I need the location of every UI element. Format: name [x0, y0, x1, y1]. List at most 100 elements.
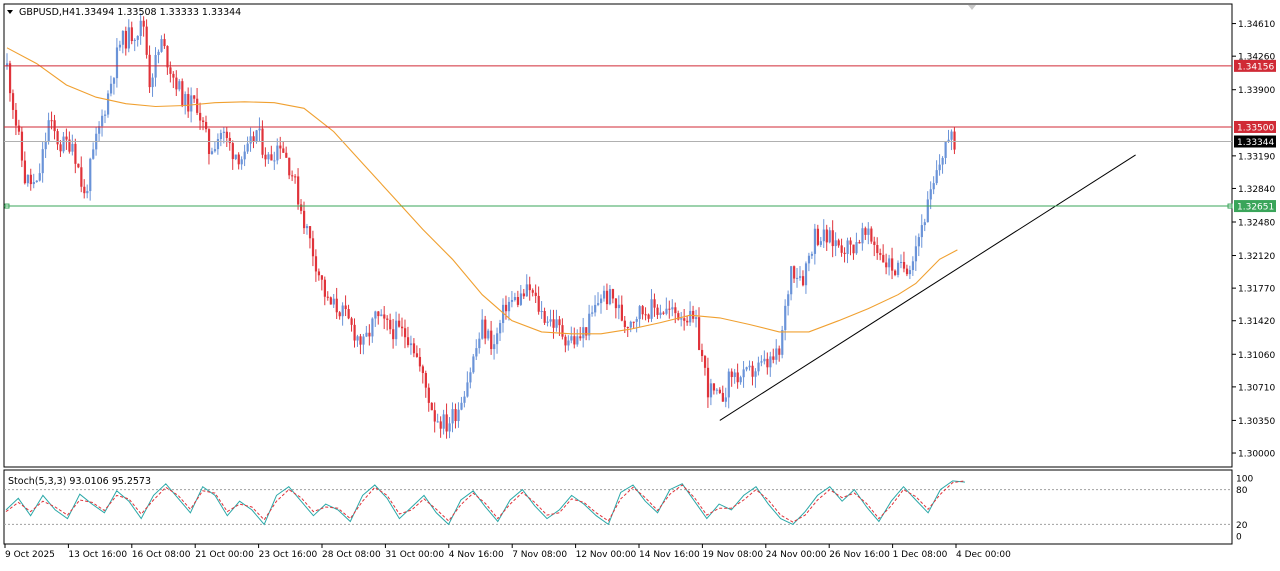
candle-body[interactable] [754, 371, 757, 377]
candle-body[interactable] [249, 136, 252, 144]
candle-body[interactable] [246, 143, 249, 152]
candle-body[interactable] [469, 372, 472, 383]
candle-body[interactable] [822, 229, 825, 242]
candle-body[interactable] [20, 131, 24, 161]
candle-body[interactable] [124, 30, 127, 49]
candle-body[interactable] [371, 318, 374, 337]
candle-body[interactable] [14, 109, 18, 126]
candle-body[interactable] [873, 241, 876, 245]
candle-body[interactable] [617, 304, 621, 309]
candle-body[interactable] [133, 39, 136, 42]
candles[interactable] [6, 13, 956, 439]
candle-body[interactable] [427, 387, 430, 403]
candle-body[interactable] [383, 314, 386, 319]
candle-body[interactable] [760, 361, 763, 363]
candle-body[interactable] [689, 310, 692, 323]
candle-body[interactable] [329, 297, 332, 305]
candle-body[interactable] [769, 356, 772, 368]
candle-body[interactable] [365, 332, 368, 337]
candle-body[interactable] [386, 318, 389, 320]
candle-body[interactable] [347, 309, 350, 319]
candle-body[interactable] [870, 228, 873, 242]
candle-body[interactable] [151, 77, 154, 88]
candle-body[interactable] [888, 258, 891, 268]
candle-body[interactable] [136, 35, 139, 40]
candle-body[interactable] [507, 301, 511, 312]
candle-body[interactable] [181, 81, 184, 107]
candle-body[interactable] [867, 228, 870, 235]
candle-body[interactable] [546, 321, 549, 323]
candle-body[interactable] [362, 336, 365, 345]
candle-body[interactable] [834, 240, 837, 247]
candle-body[interactable] [320, 275, 324, 280]
candle-body[interactable] [187, 94, 190, 112]
candle-body[interactable] [478, 338, 481, 349]
candle-body[interactable] [35, 180, 38, 183]
candle-body[interactable] [935, 170, 938, 184]
candle-body[interactable] [157, 51, 160, 56]
candle-body[interactable] [252, 136, 255, 142]
candle-body[interactable] [748, 365, 751, 368]
candle-body[interactable] [579, 336, 582, 339]
candle-body[interactable] [92, 149, 95, 159]
candle-body[interactable] [810, 253, 814, 256]
candle-body[interactable] [44, 141, 47, 150]
candle-body[interactable] [911, 261, 915, 271]
candle-body[interactable] [766, 358, 769, 368]
candle-body[interactable] [112, 78, 116, 84]
candle-body[interactable] [430, 402, 433, 411]
candle-body[interactable] [56, 131, 59, 145]
candle-body[interactable] [757, 362, 760, 372]
candle-body[interactable] [638, 306, 641, 320]
candle-body[interactable] [944, 141, 947, 158]
candle-body[interactable] [674, 307, 677, 314]
candle-body[interactable] [106, 93, 110, 115]
candle-body[interactable] [745, 367, 748, 370]
candle-body[interactable] [418, 356, 422, 367]
candle-body[interactable] [905, 268, 909, 275]
candle-body[interactable] [98, 126, 101, 134]
candle-body[interactable] [510, 299, 514, 302]
candle-body[interactable] [659, 312, 662, 315]
candle-body[interactable] [294, 176, 297, 178]
candle-body[interactable] [395, 320, 398, 340]
candle-body[interactable] [50, 120, 53, 122]
candle-body[interactable] [368, 332, 371, 337]
candle-body[interactable] [169, 67, 172, 74]
candle-body[interactable] [653, 299, 656, 308]
candle-body[interactable] [6, 63, 9, 67]
candle-body[interactable] [359, 336, 362, 345]
candle-body[interactable] [620, 304, 623, 321]
candle-body[interactable] [101, 115, 104, 127]
candle-body[interactable] [466, 382, 469, 397]
candle-body[interactable] [938, 164, 941, 171]
candle-body[interactable] [38, 173, 41, 181]
candle-body[interactable] [392, 329, 395, 340]
candle-body[interactable] [216, 139, 220, 150]
candle-body[interactable] [807, 255, 811, 264]
candle-body[interactable] [692, 310, 695, 319]
candle-body[interactable] [145, 26, 148, 55]
candle-body[interactable] [53, 120, 56, 132]
candle-body[interactable] [8, 63, 12, 94]
candle-body[interactable] [190, 95, 193, 112]
candle-body[interactable] [59, 144, 62, 152]
candle-body[interactable] [582, 327, 585, 339]
candle-body[interactable] [398, 320, 401, 327]
candle-body[interactable] [202, 120, 205, 122]
candle-body[interactable] [790, 266, 793, 295]
candle-body[interactable] [552, 319, 555, 328]
candle-body[interactable] [828, 230, 831, 243]
candle-body[interactable] [377, 311, 380, 317]
candle-body[interactable] [516, 297, 520, 305]
candle-body[interactable] [341, 305, 344, 317]
candle-body[interactable] [813, 228, 817, 254]
candle-body[interactable] [389, 319, 392, 330]
candle-body[interactable] [231, 143, 234, 160]
candle-body[interactable] [712, 383, 716, 391]
candle-body[interactable] [115, 47, 119, 79]
candle-body[interactable] [424, 373, 427, 388]
candle-body[interactable] [941, 157, 944, 165]
candle-body[interactable] [255, 130, 258, 142]
candle-body[interactable] [787, 294, 790, 306]
